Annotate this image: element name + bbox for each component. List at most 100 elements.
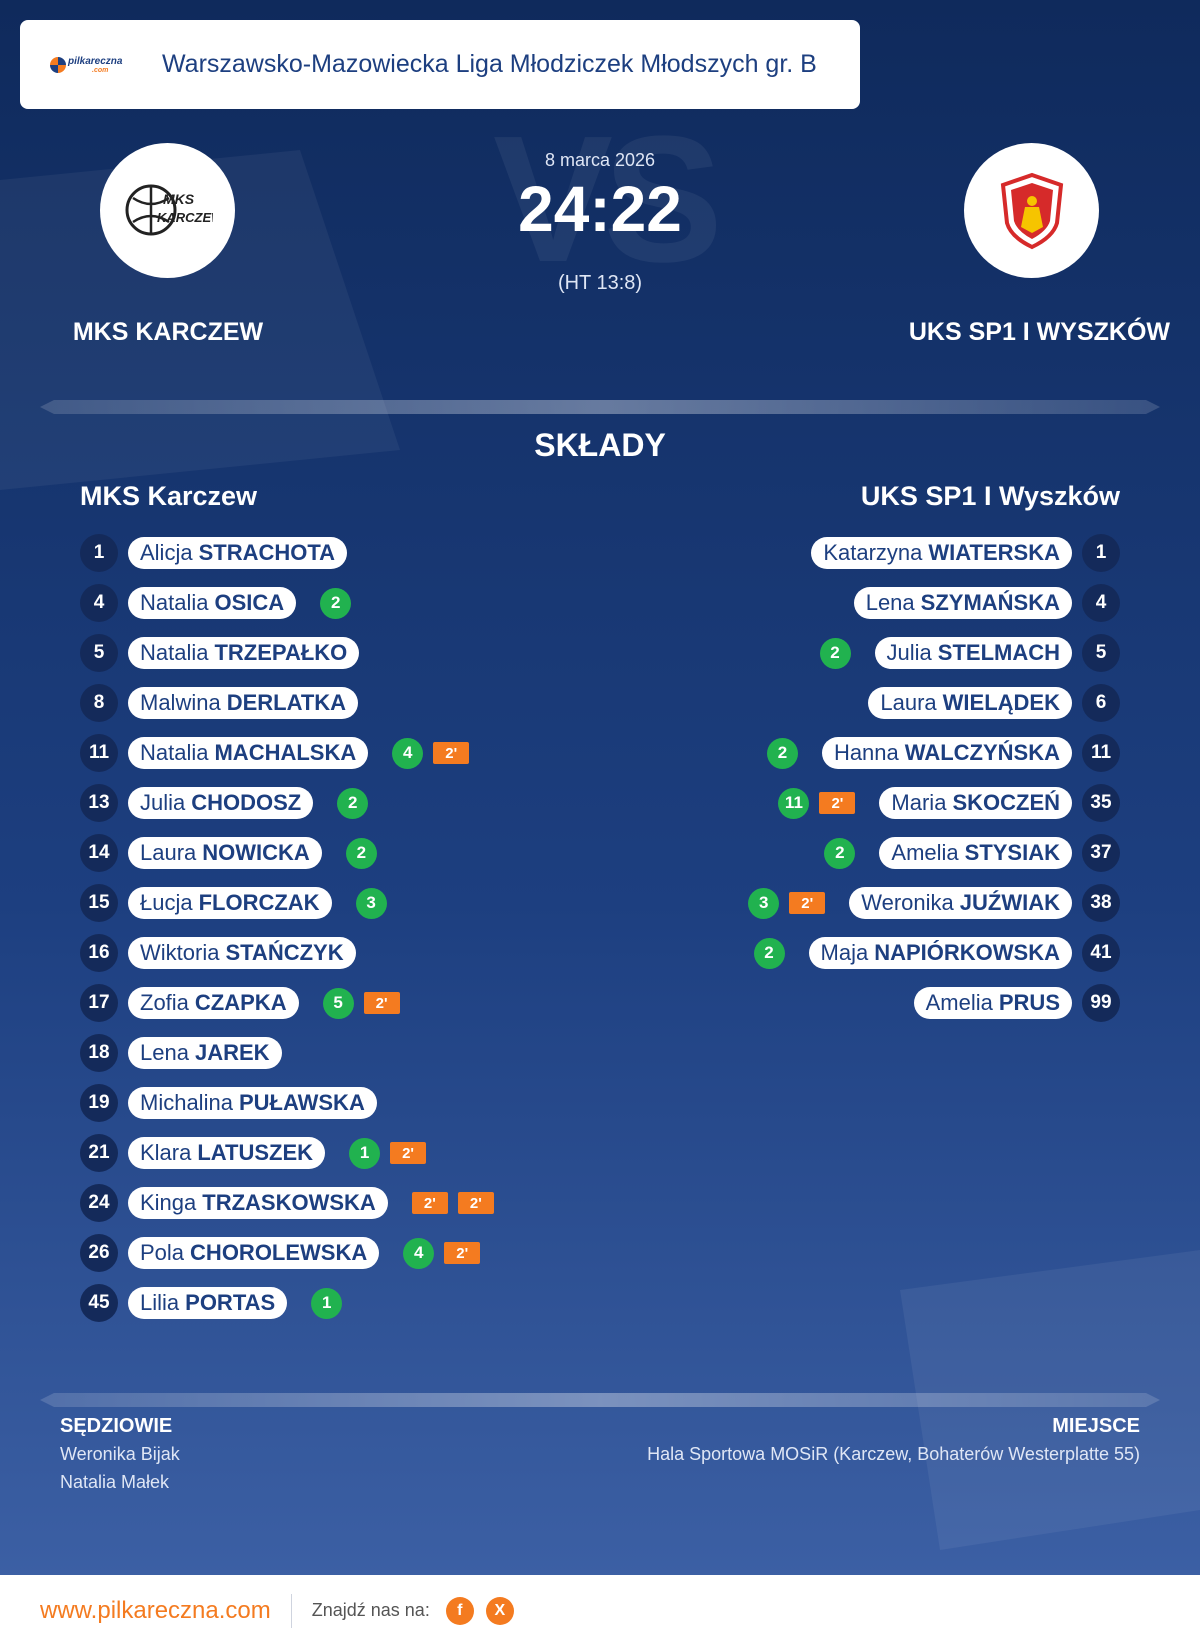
player-number: 45	[80, 1284, 118, 1322]
player-last-name: CHOROLEWSKA	[190, 1240, 368, 1265]
player-name[interactable]: Pola CHOROLEWSKA	[128, 1237, 380, 1269]
player-number: 8	[80, 684, 118, 722]
player-last-name: TRZEPAŁKO	[214, 640, 348, 665]
player-name[interactable]: Amelia PRUS	[913, 987, 1072, 1019]
player-events: 2	[337, 787, 369, 819]
find-us-label: Znajdź nas na:	[311, 1600, 430, 1620]
player-last-name: STAŃCZYK	[225, 940, 344, 965]
player-name[interactable]: Klara LATUSZEK	[128, 1137, 326, 1169]
player-name[interactable]: Laura WIELĄDEK	[868, 687, 1072, 719]
player-last-name: PRUS	[998, 990, 1060, 1015]
player-events: 3	[355, 887, 387, 919]
player-name[interactable]: Zofia CZAPKA	[128, 987, 299, 1019]
player-first-name: Maja	[820, 940, 869, 965]
player-first-name: Laura	[880, 690, 937, 715]
player-row: 26 Pola CHOROLEWSKA 4 2'	[80, 1228, 494, 1278]
player-number: 18	[80, 1034, 118, 1072]
league-title: Warszawsko-Mazowiecka Liga Młodziczek Mł…	[162, 50, 817, 78]
player-first-name: Katarzyna	[823, 540, 923, 565]
divider	[40, 400, 1160, 414]
player-number: 5	[1082, 634, 1120, 672]
referees-label: SĘDZIOWIE	[60, 1415, 173, 1437]
player-row: Laura WIELĄDEK 6	[748, 678, 1120, 728]
venue-text: Hala Sportowa MOSiR (Karczew, Bohaterów …	[647, 1444, 1140, 1464]
player-name[interactable]: Weronika JUŹWIAK	[849, 887, 1072, 919]
player-name[interactable]: Łucja FLORCZAK	[128, 887, 332, 919]
suspension-badge: 2'	[363, 992, 400, 1014]
goals-badge: 1	[349, 1137, 381, 1169]
player-last-name: STYSIAK	[964, 840, 1060, 865]
player-name[interactable]: Natalia OSICA	[128, 587, 297, 619]
player-row: 2 Maja NAPIÓRKOWSKA 41	[748, 928, 1120, 978]
player-name[interactable]: Hanna WALCZYŃSKA	[821, 737, 1072, 769]
player-last-name: SZYMAŃSKA	[920, 590, 1060, 615]
player-name[interactable]: Amelia STYSIAK	[879, 837, 1072, 869]
referee-name: Weronika Bijak	[60, 1444, 180, 1464]
player-name[interactable]: Katarzyna WIATERSKA	[811, 537, 1072, 569]
shield-crest-icon	[1000, 172, 1063, 249]
player-last-name: DERLATKA	[226, 690, 347, 715]
player-events: 5 2'	[322, 987, 400, 1019]
player-last-name: PORTAS	[185, 1290, 276, 1315]
suspension-badge: 2'	[789, 892, 826, 914]
player-number: 16	[80, 934, 118, 972]
player-name[interactable]: Laura NOWICKA	[128, 837, 322, 869]
player-events: 2	[753, 937, 785, 969]
goals-badge: 11	[778, 787, 810, 819]
player-name[interactable]: Lena JAREK	[128, 1037, 282, 1069]
player-name[interactable]: Lena SZYMAŃSKA	[853, 587, 1072, 619]
home-lineup: 1 Alicja STRACHOTA 4 Natalia OSICA 2 5 Natalia TR…	[80, 528, 494, 1328]
player-first-name: Kinga	[140, 1190, 197, 1215]
pilkareczna-logo[interactable]: pilkareczna .com	[50, 45, 140, 85]
player-row: 14 Laura NOWICKA 2	[80, 828, 494, 878]
player-number: 11	[80, 734, 118, 772]
player-last-name: MACHALSKA	[214, 740, 357, 765]
suspension-badge: 2'	[457, 1192, 494, 1214]
goals-badge: 2	[337, 787, 369, 819]
player-number: 4	[80, 584, 118, 622]
player-last-name: JAREK	[194, 1040, 270, 1065]
player-row: Amelia PRUS 99	[748, 978, 1120, 1028]
player-row: Katarzyna WIATERSKA 1	[748, 528, 1120, 578]
player-first-name: Zofia	[140, 990, 189, 1015]
player-last-name: OSICA	[214, 590, 285, 615]
lineups-title: SKŁADY	[534, 427, 666, 463]
player-last-name: STRACHOTA	[198, 540, 336, 565]
player-first-name: Hanna	[833, 740, 899, 765]
player-number: 19	[80, 1084, 118, 1122]
match-score: 24:22	[518, 173, 682, 245]
player-name[interactable]: Julia CHODOSZ	[128, 787, 314, 819]
player-name[interactable]: Michalina PUŁAWSKA	[128, 1087, 377, 1119]
player-name[interactable]: Julia STELMACH	[874, 637, 1072, 669]
player-events: 3 2'	[748, 887, 826, 919]
player-first-name: Laura	[140, 840, 197, 865]
player-name[interactable]: Natalia MACHALSKA	[128, 737, 369, 769]
player-last-name: SKOCZEŃ	[952, 790, 1060, 815]
player-name[interactable]: Maja NAPIÓRKOWSKA	[808, 937, 1072, 969]
player-name[interactable]: Wiktoria STAŃCZYK	[128, 937, 356, 969]
vs-watermark: VS	[492, 99, 723, 300]
goals-badge: 4	[403, 1237, 435, 1269]
player-name[interactable]: Alicja STRACHOTA	[128, 537, 348, 569]
player-number: 17	[80, 984, 118, 1022]
goals-badge: 4	[392, 737, 424, 769]
player-row: 8 Malwina DERLATKA	[80, 678, 494, 728]
player-name[interactable]: Natalia TRZEPAŁKO	[128, 637, 360, 669]
player-first-name: Lena	[140, 1040, 189, 1065]
player-name[interactable]: Malwina DERLATKA	[128, 687, 359, 719]
player-first-name: Lilia	[140, 1290, 180, 1315]
away-team-name: UKS SP1 I WYSZKÓW	[908, 318, 1170, 346]
player-name[interactable]: Kinga TRZASKOWSKA	[128, 1187, 388, 1219]
goals-badge: 2	[824, 837, 856, 869]
x-icon[interactable]: X	[485, 1596, 514, 1625]
player-name[interactable]: Lilia PORTAS	[128, 1287, 288, 1319]
player-name[interactable]: Maria SKOCZEŃ	[879, 787, 1072, 819]
player-events: 2	[766, 737, 798, 769]
website-link[interactable]: www.pilkareczna.com	[40, 1596, 271, 1624]
home-lineup-title: MKS Karczew	[80, 481, 258, 511]
facebook-icon[interactable]: f	[445, 1596, 474, 1625]
player-first-name: Weronika	[861, 890, 954, 915]
player-row: 11 2' Maria SKOCZEŃ 35	[748, 778, 1120, 828]
player-events: 2	[345, 837, 377, 869]
goals-badge: 2	[320, 587, 352, 619]
